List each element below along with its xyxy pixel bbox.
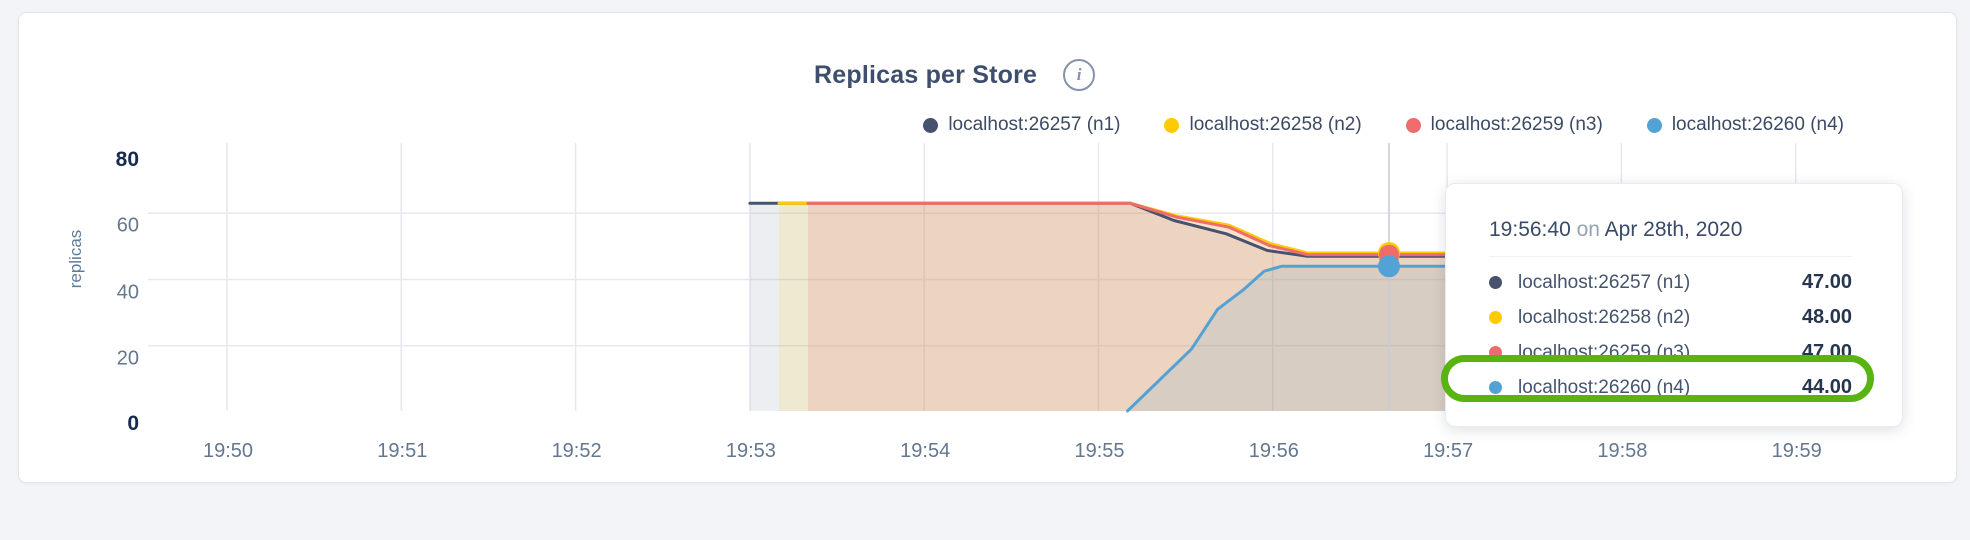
- series-area-2: [779, 203, 1448, 411]
- series-dot-icon: [1489, 276, 1502, 289]
- highlight-annotation-ring: [1441, 355, 1874, 402]
- x-tick-label: 19:54: [900, 440, 951, 462]
- legend-item-label: localhost:26257 (n1): [948, 114, 1121, 135]
- x-tick-label: 19:52: [551, 440, 602, 462]
- x-tick-label: 19:53: [725, 440, 776, 462]
- series-area-1: [749, 203, 1448, 411]
- y-tick-label: 80: [115, 148, 139, 171]
- y-tick-label: 20: [116, 347, 139, 370]
- series-line-3: [806, 201, 1449, 257]
- x-tick-label: 19:51: [377, 440, 428, 462]
- tooltip-series-value: 47.00: [1801, 271, 1852, 293]
- tooltip-time: 19:56:40: [1489, 218, 1571, 241]
- x-tick-label: 19:50: [202, 440, 254, 462]
- tooltip-series-label: localhost:26258 (n2): [1518, 306, 1691, 328]
- hover-tooltip: 19:56:40 on Apr 28th, 2020 localhost:262…: [1445, 183, 1903, 427]
- series-dot-icon: [1489, 311, 1502, 324]
- chart-title: Replicas per Store: [814, 60, 1038, 89]
- tooltip-series-label: localhost:26257 (n1): [1518, 271, 1691, 293]
- chart-legend: localhost:26257 (n1) localhost:26258 (n2)…: [923, 114, 1844, 136]
- tooltip-date: Apr 28th, 2020: [1604, 218, 1743, 241]
- chart-header: Replicas per Store i: [814, 59, 1096, 91]
- y-axis-title: replicas: [66, 229, 85, 289]
- legend-item[interactable]: localhost:26260 (n4): [1646, 114, 1844, 136]
- x-tick-label: 19:56: [1248, 440, 1299, 462]
- y-tick-label: 60: [116, 214, 139, 237]
- series-dot-icon: [1489, 381, 1502, 394]
- legend-item[interactable]: localhost:26259 (n3): [1405, 114, 1603, 136]
- x-tick-label: 19:58: [1597, 440, 1648, 462]
- legend-dot-icon: [923, 117, 939, 133]
- series-line-4: [1126, 264, 1449, 413]
- legend-item[interactable]: localhost:26258 (n2): [1164, 114, 1362, 136]
- legend-dot-icon: [1646, 117, 1662, 133]
- y-tick-label: 40: [116, 281, 139, 303]
- legend-dot-icon: [1405, 117, 1421, 133]
- legend-item[interactable]: localhost:26257 (n1): [923, 114, 1120, 136]
- series-area-4: [1127, 266, 1448, 411]
- info-icon[interactable]: i: [1063, 59, 1096, 91]
- tooltip-row: localhost:26257 (n1) 47.00: [1489, 265, 1852, 300]
- x-tick-label: 19:55: [1074, 440, 1125, 462]
- x-tick-label: 19:59: [1771, 440, 1822, 462]
- hover-dot-4: [1378, 255, 1400, 278]
- tooltip-conjunction: on: [1576, 218, 1600, 241]
- series-area-3: [808, 203, 1448, 411]
- legend-item-label: localhost:26259 (n3): [1430, 114, 1603, 135]
- tooltip-rows: localhost:26257 (n1) 47.00 localhost:26258…: [1489, 265, 1852, 405]
- tooltip-header: 19:56:40 on Apr 28th, 2020: [1489, 218, 1852, 242]
- tooltip-divider: [1489, 256, 1852, 257]
- y-tick-label: 0: [127, 412, 139, 435]
- tooltip-series-value: 48.00: [1801, 306, 1852, 328]
- x-tick-label: 19:57: [1423, 440, 1474, 462]
- legend-item-label: localhost:26258 (n2): [1189, 114, 1362, 135]
- tooltip-series-label: localhost:26260 (n4): [1518, 376, 1691, 398]
- tooltip-row: localhost:26260 (n4) 44.00: [1489, 370, 1852, 405]
- legend-item-label: localhost:26260 (n4): [1671, 114, 1844, 135]
- tooltip-series-value: 44.00: [1801, 376, 1852, 398]
- tooltip-row: localhost:26258 (n2) 48.00: [1489, 300, 1852, 335]
- legend-dot-icon: [1164, 117, 1180, 133]
